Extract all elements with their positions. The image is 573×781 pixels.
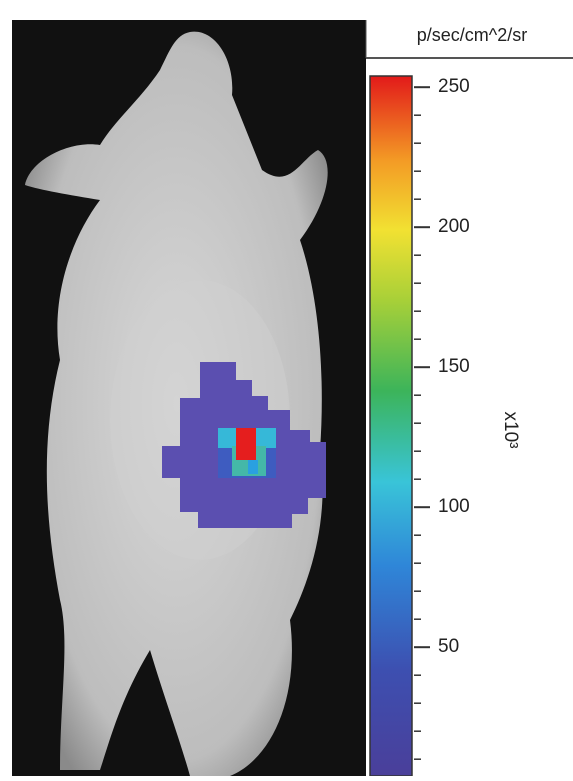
multiplier-label: x10³: [500, 412, 521, 449]
colorbar: 250 200 150 100 50: [370, 76, 470, 776]
tick-label: 250: [438, 76, 470, 97]
tick-label: 50: [438, 636, 459, 657]
page: {"colorbar": {"unit": "p/sec/cm^2/sr", "…: [0, 0, 573, 776]
colorbar-gradient: [370, 76, 412, 776]
unit-label: p/sec/cm^2/sr: [417, 25, 527, 45]
tick-label: 150: [438, 356, 470, 377]
tick-label: 100: [438, 496, 470, 517]
tick-label: 200: [438, 216, 470, 237]
photo: [12, 20, 366, 776]
figure: p/sec/cm^2/sr 250 200 150 100 50 x10³: [0, 0, 573, 776]
